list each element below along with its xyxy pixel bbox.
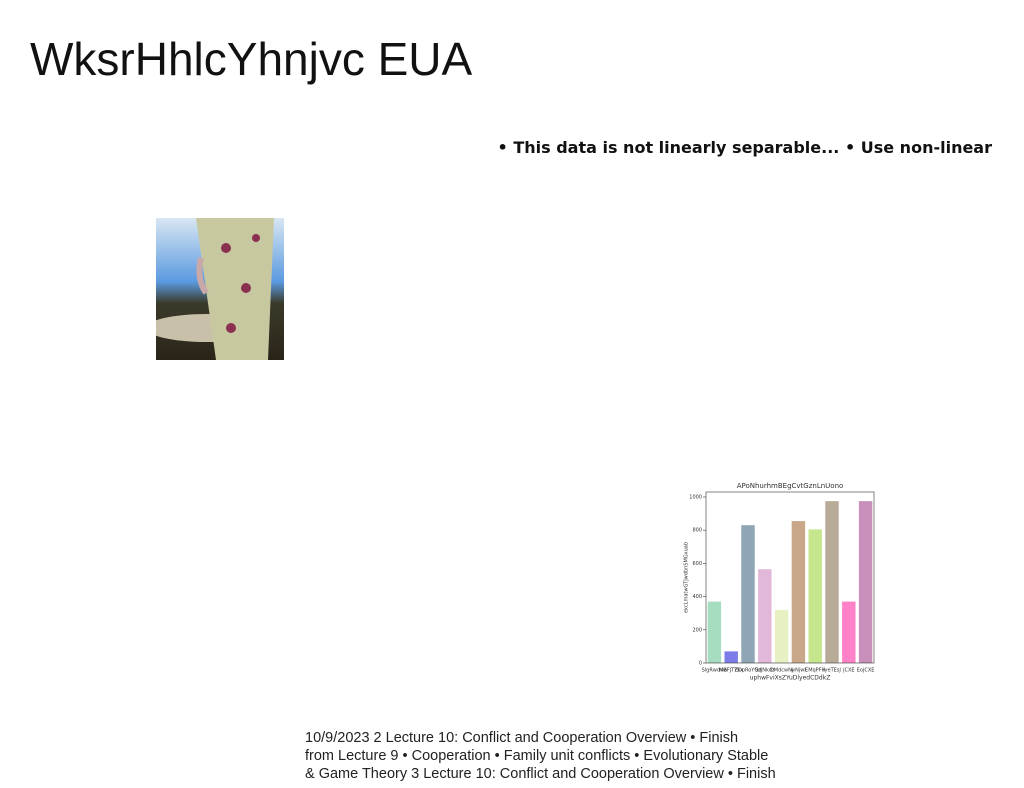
y-tick-label: 800 — [692, 528, 702, 534]
x-tick-label: wNjwl — [791, 668, 806, 674]
bar — [825, 501, 839, 663]
footer-line: & Game Theory 3 Lecture 10: Conflict and… — [305, 766, 776, 782]
footer-line: from Lecture 9 • Cooperation • Family un… — [305, 748, 769, 764]
x-tick-label: DMdcwNj — [770, 668, 793, 674]
bar — [808, 529, 822, 663]
y-axis-label: ekcLmatwGTJwdbnSMGxuab — [684, 542, 690, 613]
x-tick-label: iyeTEsJ — [823, 668, 841, 674]
x-tick-label: EojCXE — [857, 668, 875, 674]
x-tick-label: jCXE — [842, 668, 854, 674]
bar — [858, 501, 873, 663]
plot-frame — [705, 491, 875, 664]
footer-text: 10/9/2023 2 Lecture 10: Conflict and Coo… — [305, 729, 776, 783]
y-tick-label: 400 — [692, 594, 702, 600]
bar — [758, 569, 772, 663]
slide-title: WksrHhlcYhnjvc EUA — [30, 33, 473, 85]
bar — [842, 601, 856, 663]
bar — [791, 521, 806, 663]
chart-title: APoNhurhmBEgCvtGznLnUono — [737, 482, 844, 490]
x-tick-label: SlgRwdwa — [702, 668, 728, 674]
bullet-text: • This data is not linearly separable...… — [497, 138, 992, 157]
y-tick-label: 0 — [699, 661, 702, 667]
y-tick-label: 1000 — [689, 494, 702, 500]
x-tick-label: MBFJTYbx — [719, 668, 743, 674]
y-tick-label: 600 — [692, 561, 702, 567]
x-tick-label: ZDpRoYQd — [735, 668, 762, 674]
bar — [741, 525, 755, 663]
x-tick-label: SzJNkdz — [755, 668, 775, 674]
y-tick-label: 200 — [692, 627, 702, 633]
bar — [724, 651, 738, 663]
bar — [774, 609, 789, 663]
footer-line: 10/9/2023 2 Lecture 10: Conflict and Coo… — [305, 730, 739, 746]
photo — [156, 218, 284, 360]
x-axis-label: uphwFviXsZYuDlyedCDdkZ — [750, 675, 831, 682]
bar — [707, 601, 722, 663]
x-tick-label: EMqPFH — [805, 668, 826, 674]
